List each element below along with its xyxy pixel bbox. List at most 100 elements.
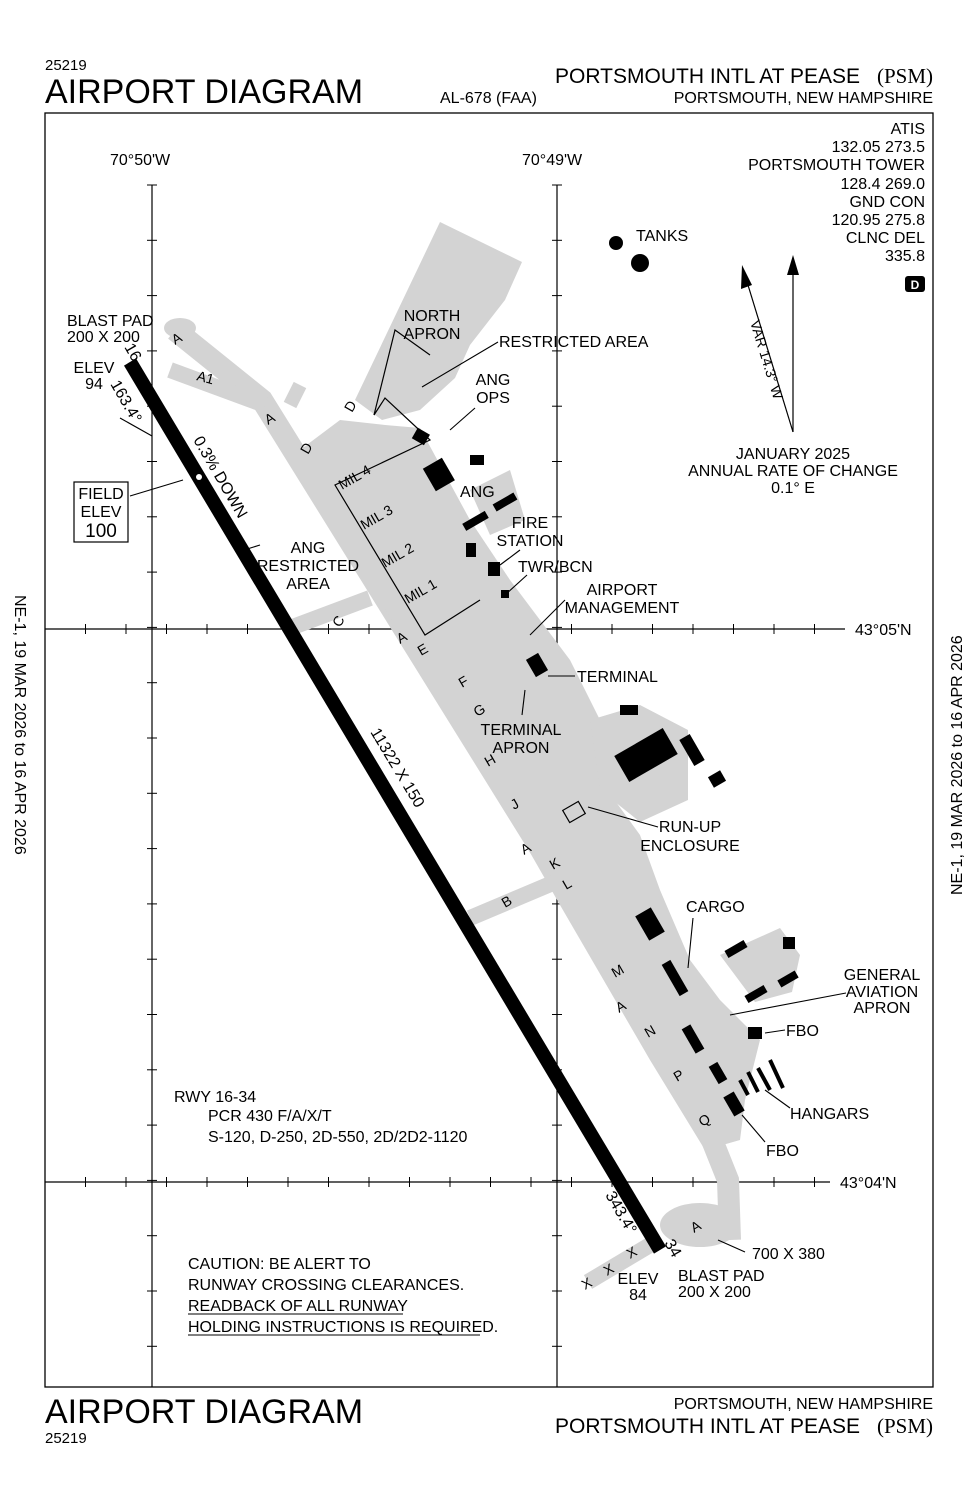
fbo-label: FBO bbox=[786, 1023, 819, 1040]
field-elev-label: FIELD bbox=[78, 486, 123, 503]
d-atis-badge bbox=[905, 276, 925, 292]
atis-label: ATIS bbox=[891, 121, 925, 138]
procedure-number: 25219 bbox=[45, 57, 87, 74]
large-hangar bbox=[614, 728, 678, 782]
ang-ops-building bbox=[411, 427, 430, 446]
building bbox=[488, 562, 500, 576]
south-elev: 84 bbox=[629, 1287, 647, 1304]
runup-enclosure-label: RUN-UP bbox=[659, 819, 721, 836]
south-pad bbox=[660, 1203, 740, 1247]
taxiway-a1 bbox=[167, 362, 268, 413]
field-elev-box bbox=[73, 481, 129, 543]
footer-location: PORTSMOUTH, NEW HAMPSHIRE bbox=[674, 1396, 933, 1413]
building bbox=[492, 492, 518, 512]
taxiway-b bbox=[466, 872, 564, 926]
latitude-north: 43°05'N bbox=[855, 622, 912, 639]
magnetic-north-arrows bbox=[741, 255, 799, 433]
building bbox=[470, 455, 484, 465]
building bbox=[744, 985, 768, 1003]
longitude-west: 70°50'W bbox=[110, 152, 171, 169]
tower bbox=[501, 590, 509, 598]
airport-management-label: AIRPORT bbox=[587, 582, 658, 599]
ang-ops-label: ANG bbox=[476, 372, 511, 389]
ga-apron-label-2: AVIATION bbox=[846, 984, 918, 1001]
chart-frame bbox=[44, 112, 934, 1388]
longitude-east: 70°49'W bbox=[522, 152, 583, 169]
building bbox=[777, 970, 799, 988]
caution-line-1: CAUTION: BE ALERT TO bbox=[188, 1256, 371, 1273]
atis-frequency: 132.05 273.5 bbox=[832, 139, 926, 156]
taxiway-x bbox=[583, 1235, 660, 1289]
field-elev-label-2: ELEV bbox=[81, 504, 122, 521]
runup-enclosure-label-2: ENCLOSURE bbox=[640, 838, 740, 855]
south-pad-size: 700 X 380 bbox=[752, 1246, 825, 1263]
ga-apron-label: GENERAL bbox=[844, 967, 921, 984]
runway-34-label: 34 bbox=[661, 1237, 685, 1261]
frequencies: ATIS 132.05 273.5 PORTSMOUTH TOWER 128.4… bbox=[748, 121, 925, 265]
ang-restricted-label-2: RESTRICTED bbox=[257, 558, 359, 575]
caution-line-2: RUNWAY CROSSING CLEARANCES. bbox=[188, 1277, 464, 1294]
cargo-label: CARGO bbox=[686, 899, 745, 916]
rate-of-change-label: ANNUAL RATE OF CHANGE bbox=[688, 463, 898, 480]
hangar bbox=[738, 1079, 750, 1096]
runup-enclosure bbox=[561, 800, 587, 824]
south-blast-pad-label: BLAST PAD bbox=[678, 1268, 765, 1285]
cargo-building bbox=[635, 907, 665, 941]
building bbox=[783, 937, 795, 949]
hangar bbox=[768, 1059, 785, 1089]
north-apron-label: NORTH bbox=[404, 308, 461, 325]
hangar bbox=[746, 1071, 760, 1093]
runway-16-34[interactable] bbox=[123, 358, 667, 1254]
ramp-stub bbox=[283, 381, 307, 409]
tower-frequency: 128.4 269.0 bbox=[840, 176, 925, 193]
airport-management-label-2: MANAGEMENT bbox=[565, 600, 680, 617]
taxiway-c bbox=[287, 590, 373, 636]
footer-procedure-number: 25219 bbox=[45, 1430, 87, 1447]
magnetic-variation: VAR 14.3° W bbox=[747, 318, 786, 401]
hangar bbox=[756, 1067, 772, 1091]
terminal-building bbox=[525, 652, 549, 678]
effective-dates-right: NE-1, 19 MAR 2026 to 16 APR 2026 bbox=[949, 635, 966, 895]
building bbox=[681, 1024, 705, 1054]
footer-airport-ident: (PSM) bbox=[877, 1414, 933, 1438]
north-apron bbox=[355, 222, 522, 420]
ang-building bbox=[422, 457, 455, 492]
fbo-building bbox=[723, 1091, 745, 1117]
south-elev-label: ELEV bbox=[618, 1271, 659, 1288]
airport-location: PORTSMOUTH, NEW HAMPSHIRE bbox=[674, 90, 933, 107]
chart-title: AIRPORT DIAGRAM bbox=[45, 73, 363, 111]
building bbox=[679, 734, 705, 766]
magnetic-north-arrow bbox=[743, 271, 794, 433]
field-elev-value: 100 bbox=[85, 521, 117, 542]
runway-info-title: RWY 16-34 bbox=[174, 1089, 256, 1106]
terminal-label: TERMINAL bbox=[577, 669, 658, 686]
ang-restricted-boundary bbox=[334, 397, 481, 636]
footer-airport-name: PORTSMOUTH INTL AT PEASE bbox=[555, 1415, 860, 1438]
ga-apron-label-3: APRON bbox=[854, 1000, 911, 1017]
taxiway-label-a1[interactable]: A1 bbox=[195, 367, 216, 387]
airport-name: PORTSMOUTH INTL AT PEASE bbox=[555, 65, 860, 88]
ground-label: GND CON bbox=[849, 194, 925, 211]
building bbox=[462, 510, 489, 531]
north-elev-label: ELEV bbox=[74, 360, 115, 377]
building bbox=[707, 770, 727, 788]
building bbox=[620, 705, 638, 715]
twr-bcn-label: TWR/BCN bbox=[518, 559, 593, 576]
fire-station bbox=[466, 543, 476, 557]
caution-line-4: HOLDING INSTRUCTIONS IS REQUIRED. bbox=[188, 1319, 498, 1336]
clearance-frequency: 335.8 bbox=[885, 248, 925, 265]
north-blast-pad-size: 200 X 200 bbox=[67, 329, 140, 346]
ang-label: ANG bbox=[460, 484, 495, 501]
terminal-apron-label-2: APRON bbox=[493, 740, 550, 757]
runway-weights: S-120, D-250, 2D-550, 2D/2D2-1120 bbox=[208, 1129, 468, 1146]
d-atis-badge-text: D bbox=[911, 278, 920, 292]
south-blast-pad-size: 200 X 200 bbox=[678, 1284, 751, 1301]
building bbox=[724, 940, 748, 958]
caution-line-3: READBACK OF ALL RUNWAY bbox=[188, 1298, 408, 1315]
fbo-building bbox=[748, 1027, 762, 1039]
facility-labels: TANKS NORTH APRON RESTRICTED AREA ANG OP… bbox=[257, 228, 920, 1160]
restricted-boundary bbox=[373, 328, 431, 416]
north-blast-pad bbox=[164, 318, 196, 338]
field-elev-point bbox=[196, 474, 202, 480]
